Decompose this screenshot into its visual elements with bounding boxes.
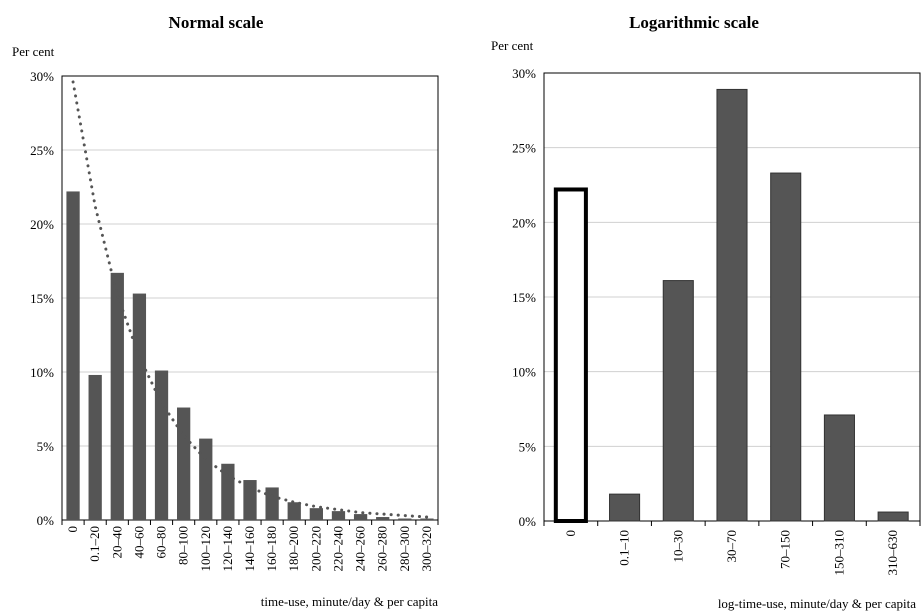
right-x-tick-label: 70–150 [778,530,793,569]
right-y-tick-label: 20% [512,215,536,230]
right-x-axis-label: log-time-use, minute/day & per capita [718,596,916,611]
right-chart-title: Logarithmic scale [629,13,759,32]
left-x-tick-label: 80–100 [176,526,191,565]
left-y-axis-label: Per cent [12,44,55,59]
left-bar [376,517,390,520]
left-bar [110,272,124,520]
right-y-tick-label: 5% [519,439,537,454]
left-x-tick-label: 200–220 [308,526,323,572]
left-x-tick-label: 180–200 [286,526,301,572]
left-x-tick-label: 300–320 [419,526,434,572]
right-chart: Logarithmic scale Per cent log-time-use,… [491,13,916,611]
left-bar [154,370,169,520]
right-x-tick-label: 0.1–10 [617,530,632,566]
left-x-tick-label: 0 [65,526,80,533]
right-x-tick-label: 10–30 [670,530,685,563]
right-bar [770,172,802,522]
left-x-tick-label: 100–120 [198,526,213,572]
right-y-tick-label: 10% [512,365,536,380]
left-y-tick-label: 25% [30,143,54,158]
right-y-tick-label: 30% [512,66,536,81]
left-bar [331,511,346,520]
right-bar [553,187,588,523]
left-y-tick-label: 15% [30,291,54,306]
left-x-tick-label: 280–300 [397,526,412,572]
left-x-tick-label: 0.1–20 [87,526,102,562]
left-x-tick-label: 60–80 [154,526,169,559]
left-bar [287,502,301,520]
right-x-tick-label: 310–630 [885,530,900,576]
left-plot-area: 0% 5% 10% 15% 20% 25% 30% 0 0.1–20 20–40 40–60 60–8… [30,69,439,572]
left-x-tick-label: 20–40 [109,526,124,559]
left-bar [243,480,257,520]
left-bar [420,518,434,520]
right-x-tick-label: 30–70 [724,530,739,563]
left-x-tick-label: 260–280 [375,526,390,572]
right-plot-area: 0% 5% 10% 15% 20% 25% 30% 0 0.1–10 10–30 30–70 70–1… [512,66,921,576]
left-bar [398,518,412,520]
left-x-tick-label: 220–240 [330,526,345,572]
right-bar [823,414,855,522]
right-bar [716,88,748,522]
right-bar [877,511,909,522]
left-trend-line [71,80,429,519]
right-y-tick-label: 25% [512,141,536,156]
left-x-axis-label: time-use, minute/day & per capita [261,594,438,609]
left-x-tick-label: 240–260 [353,526,368,572]
left-y-tick-label: 20% [30,217,54,232]
left-y-tick-label: 5% [37,439,55,454]
left-bar [132,293,147,520]
right-bar [662,280,694,522]
right-y-tick-label: 0% [519,514,537,529]
right-y-axis-label: Per cent [491,38,534,53]
left-bar [221,463,235,520]
left-bar [353,514,368,520]
right-x-tick-label: 150–310 [831,530,846,576]
left-x-tick-label: 160–180 [264,526,279,572]
left-chart: Normal scale Per cent time-use, minute/d… [12,13,438,609]
left-y-tick-label: 30% [30,69,54,84]
right-x-tick-label: 0 [563,530,578,537]
left-x-tick-label: 140–160 [242,526,257,572]
left-bar [199,438,213,520]
left-bar [88,374,102,520]
right-y-tick-label: 15% [512,290,536,305]
left-chart-title: Normal scale [169,13,264,32]
left-x-tick-label: 120–140 [220,526,235,572]
left-bar [66,191,80,520]
left-y-tick-label: 10% [30,365,54,380]
right-bar [609,493,641,522]
left-y-tick-label: 0% [37,513,55,528]
left-bar [265,487,279,520]
left-bar [177,407,191,520]
left-x-tick-label: 40–60 [131,526,146,559]
left-bar [309,508,323,520]
